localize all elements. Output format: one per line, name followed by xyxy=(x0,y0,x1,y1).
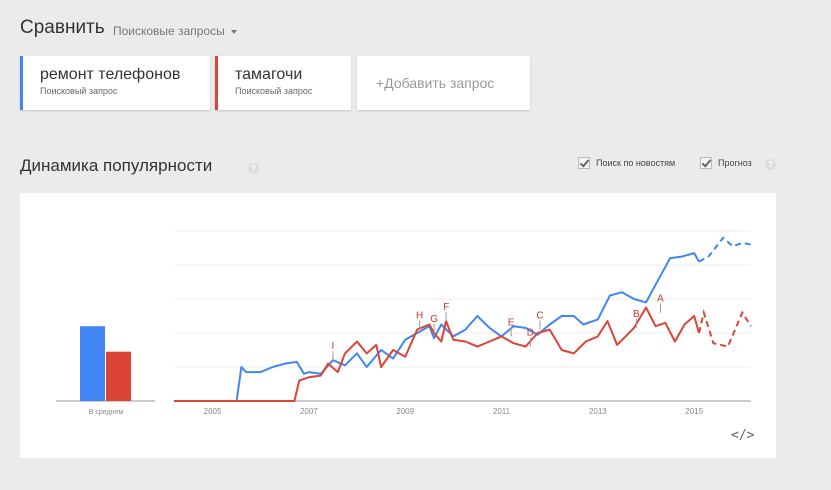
forecast-line xyxy=(698,236,752,263)
term-card-2[interactable]: тамагочи Поисковый запрос xyxy=(215,56,351,110)
annotation-marker[interactable]: E xyxy=(508,317,515,328)
term-card-1[interactable]: ремонт телефонов Поисковый запрос xyxy=(20,56,210,110)
annotation-marker[interactable]: G xyxy=(430,314,438,325)
section-title: Динамика популярности xyxy=(20,156,213,175)
annotation-marker[interactable]: B xyxy=(633,309,640,320)
compare-title: Сравнить xyxy=(20,17,105,38)
forecast-checkbox-label: Прогноз xyxy=(718,158,752,168)
x-tick-label: 2009 xyxy=(396,407,414,416)
type-selector-dropdown[interactable]: Поисковые запросы xyxy=(113,24,237,38)
annotation-marker[interactable]: D xyxy=(527,328,534,339)
annotation-marker[interactable]: F xyxy=(443,302,449,313)
annotation-marker[interactable]: H xyxy=(416,311,423,322)
annotation-marker[interactable]: C xyxy=(536,311,543,322)
annotation-marker[interactable]: A xyxy=(657,294,664,305)
checkbox-checked-icon[interactable] xyxy=(700,157,712,169)
trend-chart: 2005 2007 2009 2011 2013 2015 В среднем I H GF E DC… xyxy=(56,230,752,416)
term-type: Поисковый запрос xyxy=(235,86,313,96)
checkbox-checked-icon[interactable] xyxy=(578,157,590,169)
average-bar xyxy=(106,351,131,401)
term-label: ремонт телефонов xyxy=(40,66,181,83)
x-tick-label: 2005 xyxy=(204,407,222,416)
news-checkbox-label: Поиск по новостям xyxy=(596,158,676,168)
x-tick-label: 2013 xyxy=(589,407,607,416)
term-type: Поисковый запрос xyxy=(40,86,118,96)
x-tick-label: 2007 xyxy=(300,407,318,416)
type-selector-label: Поисковые запросы xyxy=(113,24,225,38)
average-bar xyxy=(80,326,105,401)
term-label: тамагочи xyxy=(235,66,303,83)
series-line xyxy=(174,252,700,402)
chart-panel: 2005 2007 2009 2011 2013 2015 В среднем I H G F E D C… xyxy=(20,193,776,458)
help-icon[interactable]: ? xyxy=(248,163,259,174)
forecast-line xyxy=(698,308,752,348)
embed-code-icon[interactable]: </> xyxy=(731,428,755,443)
x-tick-label: 2015 xyxy=(685,407,703,416)
add-term-label: +Добавить запрос xyxy=(376,75,495,91)
news-checkbox[interactable]: Поиск по новостям xyxy=(578,157,675,169)
average-label: В среднем xyxy=(89,409,124,416)
caret-down-icon xyxy=(230,29,237,34)
annotation-marker[interactable]: I xyxy=(332,341,335,352)
x-tick-label: 2011 xyxy=(493,407,511,416)
add-term-button[interactable]: +Добавить запрос xyxy=(357,56,530,110)
forecast-checkbox[interactable]: Прогноз xyxy=(700,157,752,169)
help-icon[interactable]: ? xyxy=(765,159,776,170)
